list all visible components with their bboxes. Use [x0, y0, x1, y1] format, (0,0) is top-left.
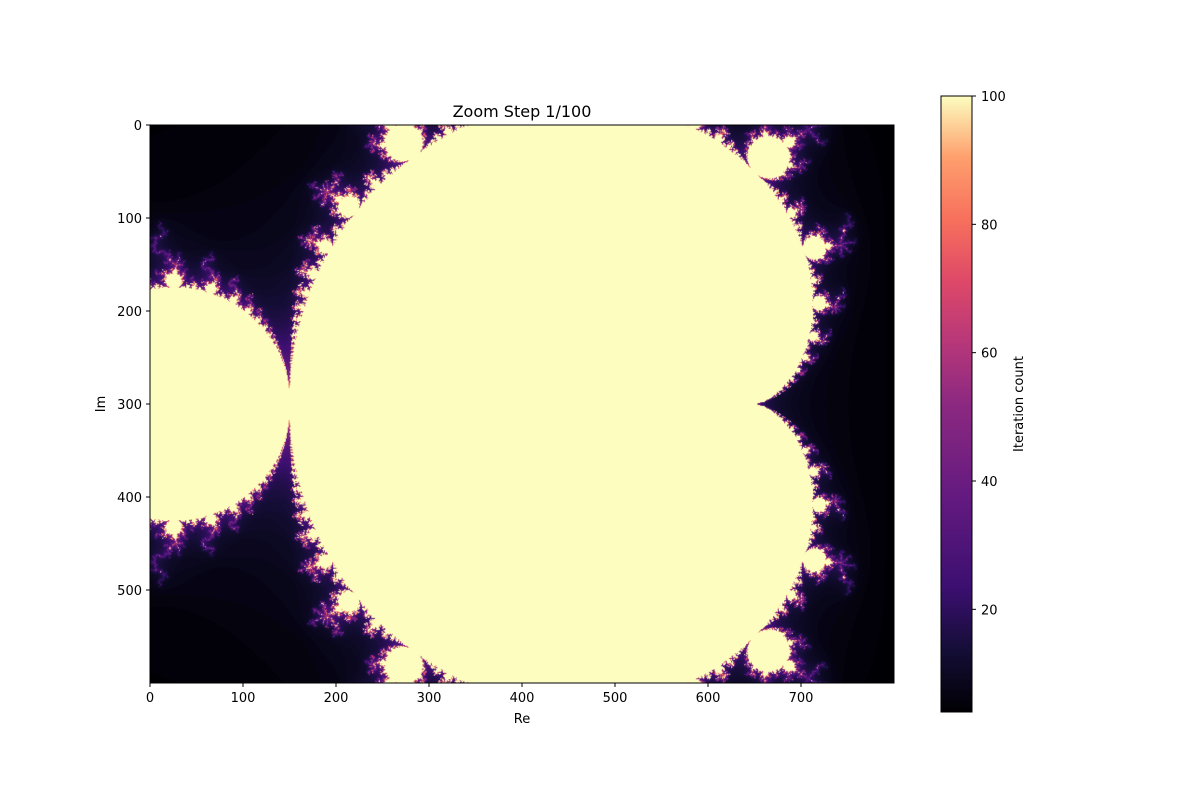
- colorbar-tick-label: 60: [981, 347, 998, 362]
- x-tick-label: 200: [324, 691, 349, 706]
- x-axis-ticks: 0 100 200 300 400 500 600 700: [146, 683, 814, 706]
- y-tick-label: 300: [117, 398, 142, 413]
- colorbar: [940, 95, 973, 713]
- x-tick-label: 0: [146, 691, 154, 706]
- y-axis-label: Im: [94, 396, 109, 413]
- colorbar-tick-label: 20: [981, 603, 998, 618]
- y-tick-label: 200: [117, 305, 142, 320]
- y-tick-label: 500: [117, 584, 142, 599]
- x-axis-label: Re: [514, 712, 530, 727]
- x-tick-label: 700: [789, 691, 814, 706]
- y-tick-label: 0: [134, 119, 142, 134]
- mandelbrot-heatmap: [150, 125, 894, 683]
- x-tick-label: 400: [510, 691, 535, 706]
- colorbar-ticks: 20 40 60 80 100: [972, 90, 1006, 618]
- colorbar-label: Iteration count: [1012, 356, 1027, 452]
- y-tick-label: 400: [117, 491, 142, 506]
- y-axis-ticks: 0 100 200 300 400 500: [117, 119, 150, 599]
- x-tick-label: 300: [417, 691, 442, 706]
- chart-title: Zoom Step 1/100: [453, 102, 592, 121]
- x-tick-label: 600: [696, 691, 721, 706]
- y-tick-label: 100: [117, 212, 142, 227]
- colorbar-tick-label: 80: [981, 218, 998, 233]
- colorbar-tick-label: 40: [981, 475, 998, 490]
- colorbar-tick-label: 100: [981, 90, 1006, 105]
- x-tick-label: 100: [231, 691, 256, 706]
- x-tick-label: 500: [603, 691, 628, 706]
